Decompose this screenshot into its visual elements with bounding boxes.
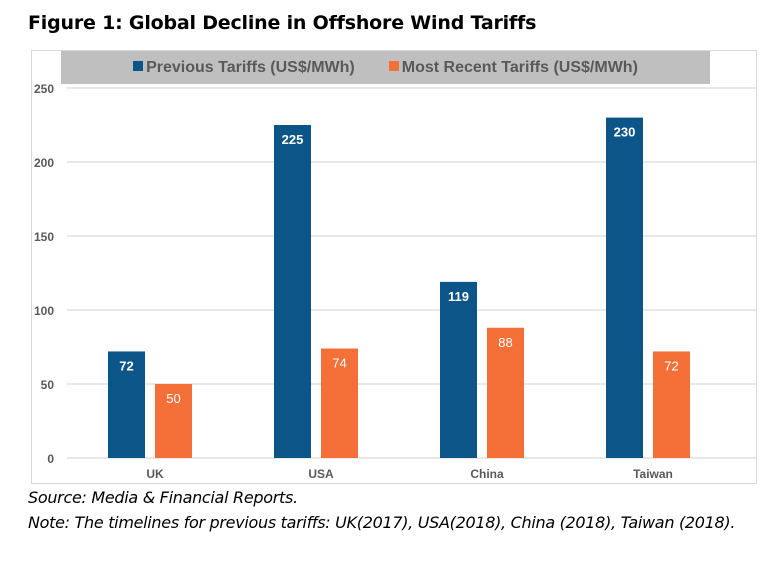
y-tick-label: 50 (41, 378, 55, 392)
bar-recent (155, 384, 192, 458)
y-tick-label: 150 (34, 230, 54, 244)
bar-previous (440, 281, 477, 458)
x-tick-label: Taiwan (633, 467, 673, 481)
y-tick-label: 100 (34, 304, 54, 318)
data-label: 119 (448, 289, 469, 304)
data-label: 230 (614, 125, 636, 140)
data-label: 225 (282, 132, 304, 147)
data-label: 50 (166, 391, 180, 406)
bar-previous (274, 125, 311, 458)
bar-previous (606, 117, 643, 458)
y-tick-label: 200 (34, 156, 54, 170)
timeline-note: Note: The timelines for previous tariffs… (28, 513, 736, 532)
bar-recent (321, 348, 358, 458)
data-label: 74 (332, 355, 346, 370)
legend-item-previous: Previous Tariffs (US$/MWh) (133, 59, 355, 77)
y-tick-label: 0 (47, 452, 54, 466)
legend-item-recent: Most Recent Tariffs (US$/MWh) (388, 58, 638, 77)
x-tick-label: China (470, 467, 504, 481)
x-tick-label: USA (308, 467, 334, 481)
legend-label-recent: Most Recent Tariffs (US$/MWh) (401, 58, 638, 76)
legend: Previous Tariffs (US$/MWh) Most Recent T… (61, 51, 710, 84)
data-label: 88 (498, 335, 512, 350)
bar-recent (653, 351, 690, 458)
data-label: 72 (664, 358, 678, 373)
source-note: Source: Media & Financial Reports. (28, 488, 298, 507)
bar-previous (108, 351, 145, 458)
legend-swatch-recent (388, 60, 399, 71)
data-label: 72 (119, 358, 133, 373)
y-tick-label: 250 (34, 82, 54, 96)
legend-swatch-previous (133, 60, 144, 71)
legend-label-previous: Previous Tariffs (US$/MWh) (146, 58, 355, 76)
bar-recent (487, 327, 524, 458)
chart-title: Figure 1: Global Decline in Offshore Win… (28, 12, 537, 34)
chart-frame (31, 50, 757, 484)
x-tick-label: UK (146, 467, 164, 481)
